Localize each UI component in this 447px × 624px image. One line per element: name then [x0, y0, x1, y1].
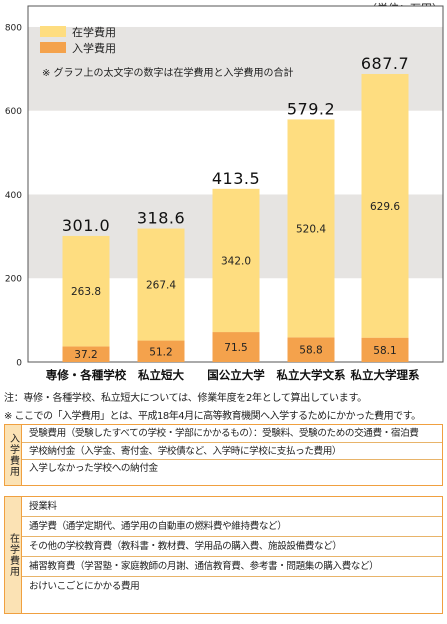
- zaigaku-value-label: 267.4: [146, 280, 176, 292]
- bar-nyugaku: [212, 332, 260, 362]
- zaigaku-item: その他の学校教育費（教科書・教材費、学用品の購入費、施設設備費など）: [22, 537, 442, 557]
- total-value-label: 413.5: [212, 169, 260, 188]
- zaigaku-value-label: 263.8: [71, 286, 101, 298]
- bar-zaigaku: [287, 119, 335, 338]
- legend-swatch: [40, 26, 66, 37]
- nyugaku-value-label: 71.5: [224, 342, 247, 354]
- zaigaku-item: 通学費（通学定期代、通学用の自動車の燃料費や維持費など）: [22, 517, 442, 537]
- stacked-bar-chart: 0 200 400 600 800 37.2 263.8 301.0 51.2 267.4 318…: [5, 5, 444, 382]
- y-tick-label: 200: [5, 275, 22, 285]
- chart-annotation: ※ グラフ上の太文字の数字は在学費用と入学費用の合計: [42, 66, 294, 79]
- bar-zaigaku: [62, 235, 110, 347]
- y-axis: 0 200 400 600 800: [5, 23, 22, 368]
- zaigaku-value-label: 520.4: [296, 223, 326, 235]
- bar-zaigaku: [137, 228, 185, 341]
- nyugaku-side-label: 入学費用: [5, 425, 22, 485]
- x-axis-labels: 専修・各種学校 私立短大 国公立大学 私立大学文系 私立大学理系: [46, 368, 420, 382]
- zaigaku-side-label: 在学費用: [5, 497, 22, 613]
- zaigaku-value-label: 342.0: [221, 255, 251, 267]
- zaigaku-item: おけいこごとにかかる費用: [29, 581, 140, 592]
- bar-zaigaku: [361, 73, 409, 338]
- nyugaku-item: 入学しなかった学校への納付金: [29, 463, 158, 474]
- bar-nyugaku: [62, 346, 110, 362]
- bar-zaigaku: [212, 188, 260, 333]
- y-tick-label: 400: [5, 191, 22, 201]
- nyugaku-value-label: 51.2: [149, 346, 172, 358]
- section-note: ※ ここでの「入学費用」とは、平成18年4月に高等教育機関へ入学するためにかかっ…: [4, 411, 421, 422]
- zaigaku-value-label: 629.6: [370, 201, 400, 213]
- total-value-label: 579.2: [287, 99, 335, 118]
- x-category-label: 私立短大: [138, 368, 184, 382]
- bar-nyugaku: [137, 340, 185, 362]
- nyugaku-definition-box: 入学費用 受験費用（受験したすべての学校・学部にかかるもの）：受験料、受験のため…: [4, 424, 443, 486]
- y-tick-label: 800: [5, 23, 22, 33]
- x-category-label: 専修・各種学校: [46, 368, 127, 382]
- nyugaku-value-label: 37.2: [74, 349, 97, 361]
- zaigaku-item: 授業料: [22, 497, 442, 517]
- x-category-label: 私立大学文系: [277, 368, 346, 382]
- y-tick-label: 0: [16, 359, 22, 369]
- x-category-label: 国公立大学: [207, 368, 265, 382]
- chart-footnote: 注：専修・各種学校、私立短大については、修業年度を2年として算出しています。: [4, 393, 367, 404]
- legend-label: 入学費用: [72, 41, 116, 55]
- zaigaku-item: 補習教育費（学習塾・家庭教師の月謝、通信教育費、参考書・問題集の購入費など）: [22, 557, 442, 577]
- legend-label: 在学費用: [72, 25, 116, 39]
- zaigaku-definition-box: 在学費用 授業料 通学費（通学定期代、通学用の自動車の燃料費や維持費など） その…: [4, 496, 443, 614]
- x-category-label: 私立大学理系: [351, 368, 420, 382]
- nyugaku-value-label: 58.1: [373, 345, 396, 357]
- bar-nyugaku: [287, 337, 335, 362]
- total-value-label: 318.6: [137, 209, 185, 228]
- legend-swatch: [40, 42, 66, 53]
- bars: 37.2 263.8 301.0 51.2 267.4 318.6 71.5 342.0 413…: [62, 54, 409, 362]
- nyugaku-item: 受験費用（受験したすべての学校・学部にかかるもの）：受験料、受験のための交通費・…: [22, 425, 442, 443]
- bar-nyugaku: [361, 337, 409, 362]
- nyugaku-value-label: 58.8: [299, 345, 322, 357]
- total-value-label: 687.7: [361, 54, 409, 73]
- y-tick-label: 600: [5, 107, 22, 117]
- nyugaku-item: 学校納付金（入学金、寄付金、学校債など、入学時に学校に支払った費用）: [22, 443, 442, 460]
- total-value-label: 301.0: [62, 216, 110, 235]
